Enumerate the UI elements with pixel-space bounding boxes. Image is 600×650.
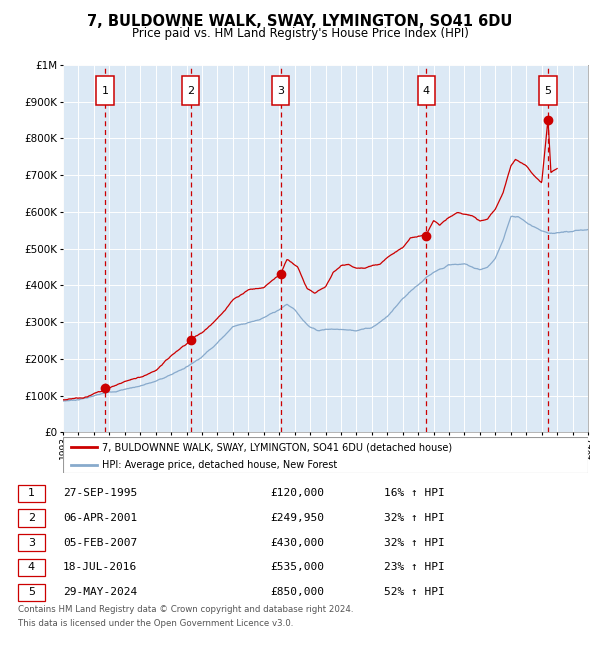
Text: This data is licensed under the Open Government Licence v3.0.: This data is licensed under the Open Gov… — [18, 619, 293, 629]
Text: 7, BULDOWNNE WALK, SWAY, LYMINGTON, SO41 6DU (detached house): 7, BULDOWNNE WALK, SWAY, LYMINGTON, SO41… — [103, 443, 452, 452]
Text: 3: 3 — [277, 86, 284, 96]
Text: Price paid vs. HM Land Registry's House Price Index (HPI): Price paid vs. HM Land Registry's House … — [131, 27, 469, 40]
Text: 18-JUL-2016: 18-JUL-2016 — [63, 562, 137, 573]
Text: 27-SEP-1995: 27-SEP-1995 — [63, 488, 137, 499]
Text: 29-MAY-2024: 29-MAY-2024 — [63, 587, 137, 597]
Text: £430,000: £430,000 — [270, 538, 324, 548]
Text: 23% ↑ HPI: 23% ↑ HPI — [384, 562, 445, 573]
Text: 16% ↑ HPI: 16% ↑ HPI — [384, 488, 445, 499]
Text: 05-FEB-2007: 05-FEB-2007 — [63, 538, 137, 548]
Text: 4: 4 — [423, 86, 430, 96]
Text: HPI: Average price, detached house, New Forest: HPI: Average price, detached house, New … — [103, 460, 338, 471]
Text: 2: 2 — [187, 86, 194, 96]
FancyBboxPatch shape — [539, 76, 557, 105]
Text: 1: 1 — [28, 488, 35, 499]
Text: 32% ↑ HPI: 32% ↑ HPI — [384, 513, 445, 523]
Text: 06-APR-2001: 06-APR-2001 — [63, 513, 137, 523]
FancyBboxPatch shape — [97, 76, 114, 105]
Text: 5: 5 — [28, 587, 35, 597]
FancyBboxPatch shape — [182, 76, 199, 105]
Text: £249,950: £249,950 — [270, 513, 324, 523]
Text: 2: 2 — [28, 513, 35, 523]
Text: Contains HM Land Registry data © Crown copyright and database right 2024.: Contains HM Land Registry data © Crown c… — [18, 605, 353, 614]
Text: £535,000: £535,000 — [270, 562, 324, 573]
Text: 7, BULDOWNE WALK, SWAY, LYMINGTON, SO41 6DU: 7, BULDOWNE WALK, SWAY, LYMINGTON, SO41 … — [88, 14, 512, 29]
Text: 3: 3 — [28, 538, 35, 548]
Text: 4: 4 — [28, 562, 35, 573]
Text: £850,000: £850,000 — [270, 587, 324, 597]
Text: 5: 5 — [545, 86, 551, 96]
Text: 1: 1 — [102, 86, 109, 96]
Text: £120,000: £120,000 — [270, 488, 324, 499]
Text: 32% ↑ HPI: 32% ↑ HPI — [384, 538, 445, 548]
FancyBboxPatch shape — [418, 76, 436, 105]
Text: 52% ↑ HPI: 52% ↑ HPI — [384, 587, 445, 597]
FancyBboxPatch shape — [272, 76, 289, 105]
FancyBboxPatch shape — [63, 437, 588, 473]
